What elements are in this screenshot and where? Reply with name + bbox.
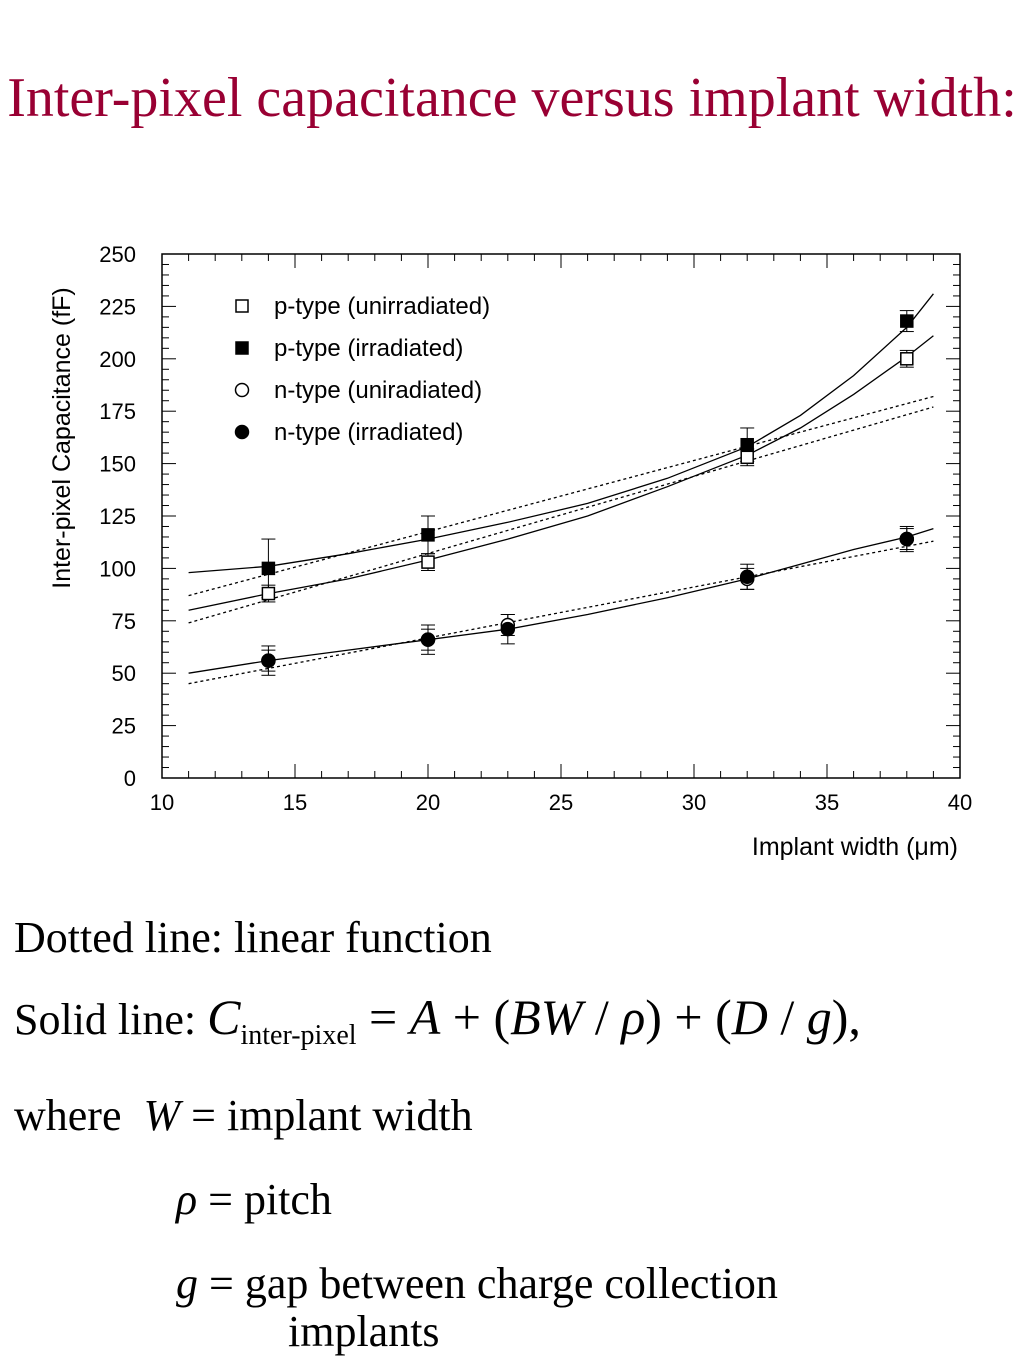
- x-tick-label: 40: [948, 790, 972, 815]
- legend-marker-filled-square: [235, 341, 249, 355]
- plot-axes: 10 15 20 25 30 35 40 0 25 50 75 100 125 150 175 200 225 2…: [99, 242, 972, 815]
- data-point-filled-circle: [739, 569, 755, 585]
- legend-label: n-type (uniradiated): [274, 377, 482, 404]
- legend-label: n-type (irradiated): [274, 419, 463, 446]
- solid-line-note: Solid line: Cinter-pixel = A + (BW / ρ) …: [14, 988, 861, 1051]
- legend-marker-open-circle: [234, 382, 250, 398]
- formula-a: A: [409, 989, 441, 1045]
- y-axis-label: Inter-pixel Capacitance (fF): [48, 287, 76, 589]
- slide-title: Inter-pixel capacitance versus implant w…: [7, 67, 1017, 129]
- y-tick-label: 0: [124, 766, 136, 791]
- y-tick-label: 175: [99, 399, 136, 424]
- y-tick-label: 200: [99, 347, 136, 372]
- y-tick-label: 75: [112, 609, 136, 634]
- formula-rho: ρ: [621, 989, 646, 1045]
- data-point-open-square: [900, 352, 914, 366]
- w-definition: = implant width: [180, 1091, 473, 1140]
- where-line: where W = implant width: [14, 1090, 473, 1141]
- data-point-filled-square: [900, 314, 914, 328]
- data-point-open-square: [261, 586, 276, 601]
- formula-plus-open: + (: [440, 989, 511, 1045]
- data-point-open-square: [740, 450, 754, 465]
- chart-legend: p-type (unirradiated) p-type (irradiated)…: [234, 293, 490, 446]
- formula-bw: BW: [510, 989, 583, 1045]
- y-tick-label: 225: [99, 294, 136, 319]
- model-fit-line: [188, 527, 934, 674]
- linear-fit-line: [188, 395, 934, 597]
- rho-definition: = pitch: [197, 1175, 332, 1224]
- data-points: [261, 310, 915, 676]
- fit-curves: [188, 293, 934, 685]
- legend-marker-filled-circle: [234, 424, 250, 440]
- formula-subscript: inter-pixel: [240, 1020, 357, 1051]
- data-point-open-square: [421, 555, 435, 569]
- capacitance-chart: 10 15 20 25 30 35 40 0 25 50 75 100 125 150 175 200 225 2…: [48, 242, 972, 861]
- g-definition-continued: implants: [288, 1307, 440, 1356]
- y-tick-label: 150: [99, 452, 136, 477]
- model-fit-line: [188, 335, 934, 611]
- formula-equals: =: [356, 989, 410, 1045]
- data-point-filled-square: [421, 528, 435, 542]
- solid-line-label: Solid line:: [14, 995, 197, 1044]
- x-tick-label: 25: [549, 790, 573, 815]
- x-tick-label: 20: [416, 790, 440, 815]
- rho-definition-line: ρ = pitch: [176, 1174, 332, 1225]
- legend-label: p-type (unirradiated): [274, 293, 490, 320]
- data-point-filled-circle: [500, 621, 516, 637]
- formula-c: C: [207, 989, 241, 1045]
- formula-d: D: [731, 989, 768, 1045]
- data-point-filled-circle: [420, 632, 436, 647]
- formula-close-open: ) + (: [645, 989, 732, 1045]
- formula: Cinter-pixel = A + (BW / ρ) + (D / g),: [207, 989, 861, 1051]
- y-tick-label: 250: [99, 242, 136, 267]
- formula-slash-1: /: [582, 989, 622, 1045]
- g-definition: = gap between charge collection: [198, 1259, 778, 1308]
- formula-close: ),: [831, 989, 861, 1045]
- g-definition-line: g = gap between charge collection: [176, 1258, 778, 1309]
- x-tick-label: 15: [283, 790, 307, 815]
- formula-g: g: [806, 989, 832, 1045]
- y-tick-label: 125: [99, 504, 136, 529]
- x-tick-label: 10: [150, 790, 174, 815]
- dotted-line-note: Dotted line: linear function: [14, 913, 492, 962]
- data-point-filled-circle: [899, 531, 915, 547]
- legend-marker-open-square: [235, 299, 249, 313]
- data-point-filled-square: [261, 561, 276, 576]
- where-label: where: [14, 1091, 122, 1140]
- x-tick-label: 35: [815, 790, 839, 815]
- model-fit-line: [188, 293, 934, 574]
- data-point-filled-square: [740, 437, 754, 452]
- plot-frame: [161, 253, 961, 779]
- x-axis-label: Implant width (μm): [752, 833, 958, 861]
- y-tick-label: 50: [112, 661, 136, 686]
- rho-symbol: ρ: [176, 1175, 198, 1224]
- legend-label: p-type (irradiated): [274, 335, 463, 362]
- linear-fit-line: [188, 540, 934, 685]
- g-symbol: g: [176, 1259, 198, 1308]
- formula-slash-2: /: [767, 989, 807, 1045]
- w-symbol: W: [143, 1091, 181, 1140]
- y-tick-label: 25: [112, 714, 136, 739]
- x-tick-label: 30: [682, 790, 706, 815]
- y-tick-label: 100: [99, 556, 136, 581]
- data-point-filled-circle: [261, 653, 276, 668]
